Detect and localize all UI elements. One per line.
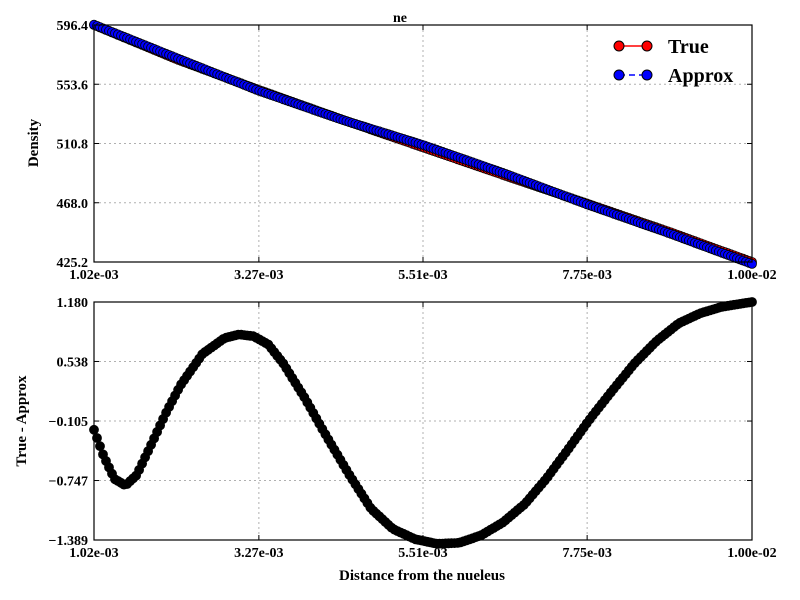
legend-approx-label: Approx bbox=[668, 65, 733, 87]
density-x-tick-label: 7.75e-03 bbox=[562, 268, 611, 283]
residual-y-tick-label: 1.180 bbox=[57, 296, 89, 311]
legend-entry-true: True bbox=[613, 36, 709, 58]
density-y-tick-label: 468.0 bbox=[57, 197, 89, 212]
residual-series-residual bbox=[89, 297, 757, 549]
density-y-ticks: 425.2 468.0 510.8 553.6 596.4 bbox=[57, 19, 752, 271]
residual-x-axis-label: Distance from the nueleus bbox=[339, 568, 505, 584]
residual-x-tick-label: 7.75e-03 bbox=[562, 546, 611, 561]
legend: True Approx bbox=[613, 36, 733, 87]
legend-approx-marker-left bbox=[613, 69, 625, 81]
density-y-tick-label: 425.2 bbox=[57, 256, 89, 271]
residual-panel: 1.02e-03 3.27e-03 5.51e-03 7.75e-03 1.00e-02… bbox=[14, 296, 777, 584]
density-x-tick-label: 1.02e-03 bbox=[69, 268, 118, 283]
residual-x-ticks: 1.02e-03 3.27e-03 5.51e-03 7.75e-03 1.00e-02 bbox=[69, 302, 777, 561]
legend-true-label: True bbox=[668, 36, 709, 58]
density-y-axis-label: Density bbox=[26, 118, 42, 167]
density-x-tick-label: 3.27e-03 bbox=[234, 268, 283, 283]
density-x-tick-label: 5.51e-03 bbox=[398, 268, 447, 283]
density-x-ticks: 1.02e-03 3.27e-03 5.51e-03 7.75e-03 1.00e-02 bbox=[69, 25, 777, 283]
residual-y-axis-label: True - Approx bbox=[14, 375, 30, 467]
legend-true-marker-left bbox=[613, 40, 625, 52]
residual-series-residual-point bbox=[95, 441, 105, 452]
density-y-tick-label: 510.8 bbox=[57, 138, 89, 153]
residual-y-ticks: −1.389 −0.747 −0.105 0.538 1.180 bbox=[49, 296, 752, 549]
legend-approx-marker-right bbox=[641, 69, 653, 81]
residual-y-tick-label: 0.538 bbox=[57, 355, 89, 370]
legend-true-marker-right bbox=[641, 40, 653, 52]
residual-x-tick-label: 1.02e-03 bbox=[69, 546, 118, 561]
residual-series bbox=[89, 297, 757, 549]
density-panel: ne 1.02e-03 3.27e-03 5.51e-03 7.75e-03 1.00e… bbox=[26, 11, 777, 283]
residual-y-tick-label: −0.747 bbox=[49, 475, 88, 490]
density-y-tick-label: 596.4 bbox=[57, 19, 89, 34]
legend-entry-approx: Approx bbox=[613, 65, 733, 87]
density-y-tick-label: 553.6 bbox=[57, 78, 89, 93]
residual-x-tick-label: 5.51e-03 bbox=[398, 546, 447, 561]
density-plot-title: ne bbox=[393, 11, 407, 26]
residual-y-tick-label: −0.105 bbox=[49, 415, 88, 430]
residual-y-tick-label: −1.389 bbox=[49, 534, 88, 549]
density-series-approx bbox=[89, 19, 757, 269]
residual-x-tick-label: 1.00e-02 bbox=[727, 546, 776, 561]
density-series bbox=[89, 19, 757, 269]
density-x-tick-label: 1.00e-02 bbox=[727, 268, 776, 283]
residual-x-tick-label: 3.27e-03 bbox=[234, 546, 283, 561]
